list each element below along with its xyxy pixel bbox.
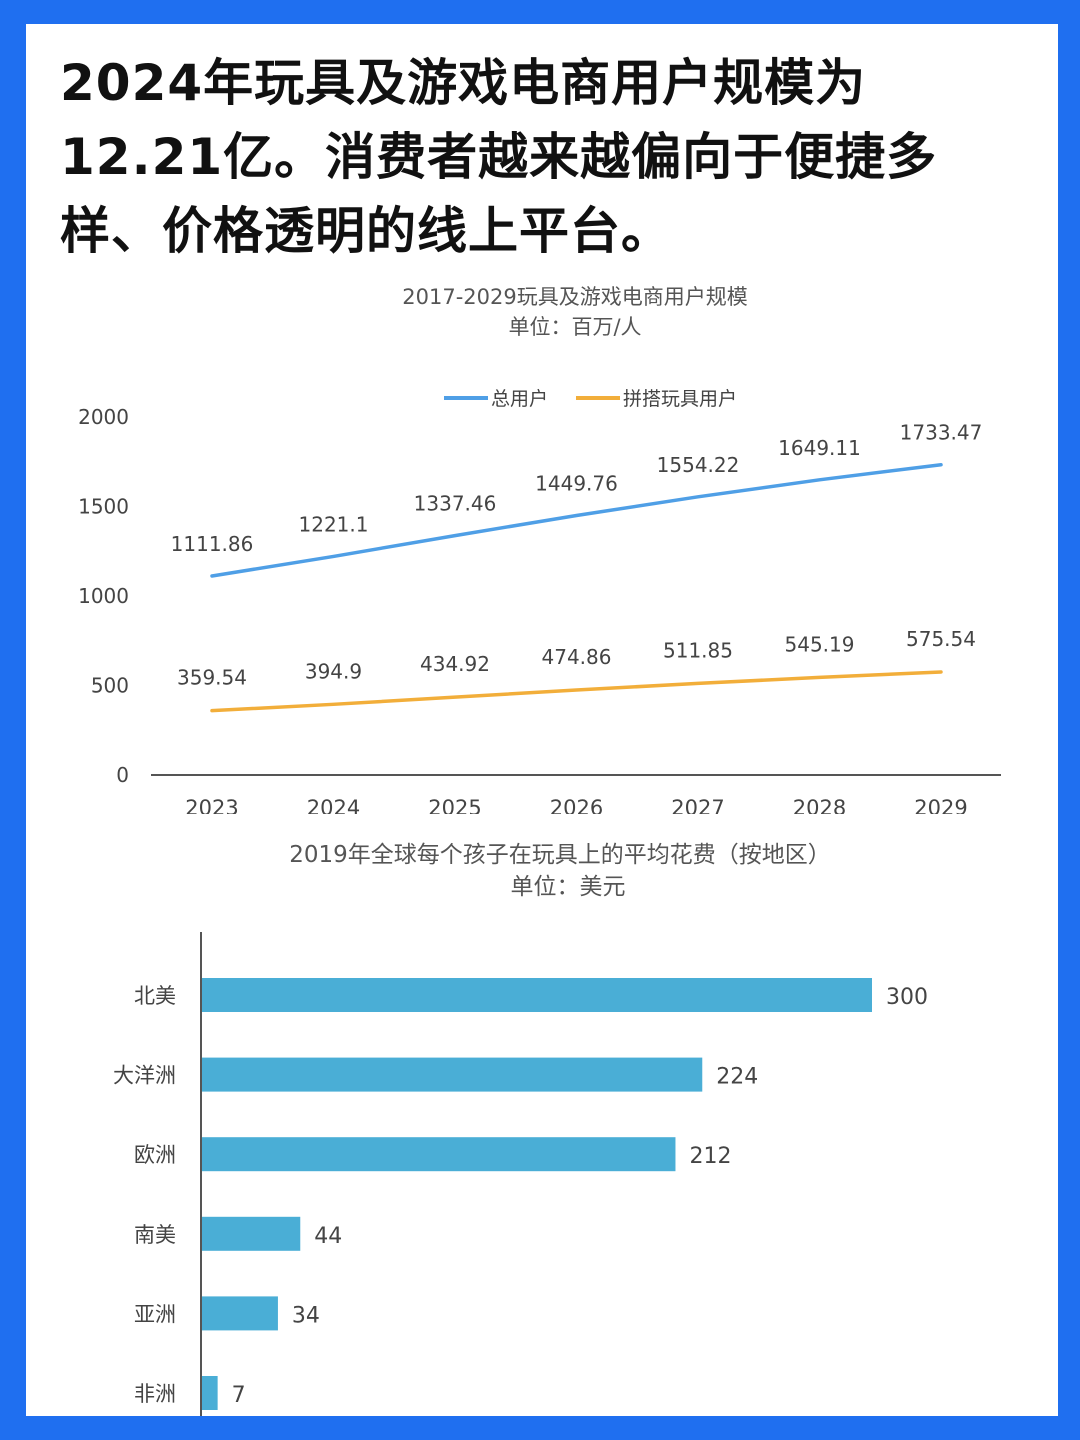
series-line (210, 670, 943, 713)
data-label: 434.92 (420, 652, 490, 676)
bar (202, 1376, 218, 1410)
bar-chart-bars: 北美 300 大洋洲 224 欧洲 212 南美 44 亚洲 34 非洲 7 (113, 978, 928, 1410)
spend-bar-chart: 2019年全球每个孩子在玩具上的平均花费（按地区） 单位：美元 北美 300 大洋洲… (113, 842, 928, 1416)
bar-category-label: 非洲 (134, 1382, 176, 1406)
bar-category-label: 北美 (134, 984, 176, 1008)
bar-value-label: 224 (716, 1065, 758, 1090)
line-chart-title: 2017-2029玩具及游戏电商用户规模 (402, 285, 747, 309)
line-chart-y-axis: 0 500 1000 1500 2000 (78, 405, 129, 787)
data-label: 1221.1 (299, 512, 369, 536)
bar-value-label: 212 (689, 1144, 731, 1169)
x-tick-label: 2028 (793, 796, 846, 814)
bar-value-label: 300 (886, 985, 928, 1010)
bar-chart-subtitle: 单位：美元 (511, 874, 626, 900)
data-label: 394.9 (305, 659, 362, 683)
x-tick-label: 2024 (307, 796, 360, 814)
x-tick-label: 2025 (428, 796, 481, 814)
bar (202, 978, 872, 1012)
bar-chart-title: 2019年全球每个孩子在玩具上的平均花费（按地区） (289, 842, 831, 868)
line-chart-subtitle: 单位：百万/人 (508, 315, 641, 339)
y-tick-label: 500 (91, 674, 129, 698)
data-label: 474.86 (542, 645, 612, 669)
bar-category-label: 亚洲 (134, 1302, 176, 1326)
content-card: 2024年玩具及游戏电商用户规模为12.21亿。消费者越来越偏向于便捷多样、价格… (26, 24, 1058, 1416)
legend-label: 拼搭玩具用户 (623, 388, 737, 410)
bar (202, 1057, 703, 1092)
bar-value-label: 44 (314, 1224, 342, 1249)
data-label: 1337.46 (414, 492, 497, 516)
data-label: 1733.47 (900, 421, 983, 445)
data-label: 359.54 (177, 666, 247, 690)
bar (202, 1137, 676, 1172)
data-label: 1554.22 (657, 453, 740, 477)
bar-value-label: 34 (292, 1303, 320, 1328)
y-tick-label: 1500 (78, 495, 129, 519)
data-label: 545.19 (785, 632, 855, 656)
line-chart-legend: 总用户 拼搭玩具用户 (444, 388, 737, 410)
x-tick-label: 2027 (671, 796, 724, 814)
x-tick-label: 2029 (914, 796, 967, 814)
bar-category-label: 南美 (134, 1223, 176, 1247)
line-chart-series: 1111.86 1221.1 1337.46 1449.76 1554.22 1649.1… (171, 421, 983, 713)
data-label: 1649.11 (778, 436, 861, 460)
x-tick-label: 2023 (185, 796, 238, 814)
y-tick-label: 2000 (78, 405, 129, 429)
bar (202, 1296, 278, 1331)
y-tick-label: 1000 (78, 584, 129, 608)
y-tick-label: 0 (116, 763, 129, 787)
headline: 2024年玩具及游戏电商用户规模为12.21亿。消费者越来越偏向于便捷多样、价格… (60, 54, 938, 260)
data-label: 575.54 (906, 627, 976, 651)
data-label: 1449.76 (535, 471, 618, 495)
x-tick-label: 2026 (550, 796, 603, 814)
user-scale-line-chart: 2017-2029玩具及游戏电商用户规模 单位：百万/人 总用户 拼搭玩具用户 0… (78, 285, 1001, 814)
bar-category-label: 欧洲 (134, 1143, 176, 1167)
bar-value-label: 7 (232, 1383, 246, 1408)
data-label: 511.85 (663, 638, 733, 662)
bar-category-label: 大洋洲 (113, 1064, 176, 1088)
line-chart-x-axis: 2023 2024 2025 2026 2027 2028 2029 (185, 796, 967, 814)
series-line (210, 462, 943, 578)
data-label: 1111.86 (171, 532, 254, 556)
legend-label: 总用户 (491, 388, 548, 410)
bar (202, 1216, 301, 1251)
